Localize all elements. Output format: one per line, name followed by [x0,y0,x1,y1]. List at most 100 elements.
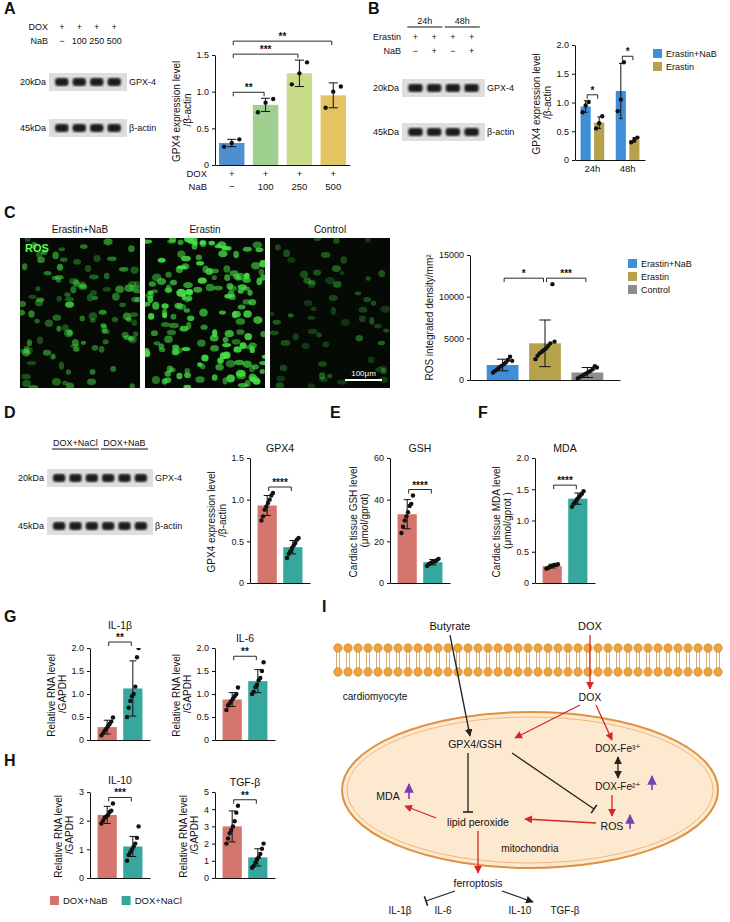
fluorescent-cell [65,302,74,308]
fluorescent-cell [69,278,79,285]
fluorescent-cell [195,376,204,383]
lipid-head [684,644,692,652]
fluorescent-cell [198,277,207,283]
scale-bar [345,379,382,381]
fluorescent-cell [206,284,215,291]
lipid-head [474,644,482,652]
fluorescent-cell [151,330,158,336]
axis-title: Relative RNA level /GAPDH [178,792,200,878]
panel-letter: B [368,0,380,17]
fluorescent-cell [90,369,96,375]
plot-marks [487,282,604,380]
fluorescent-cell [145,239,152,243]
lipid-tail [407,652,410,668]
tick-mark [212,694,215,695]
node-label: IL-1β [389,905,412,916]
fluorescent-cell [243,299,252,304]
fluorescent-cell [24,346,30,354]
data-point [622,60,626,64]
lipid-head [704,644,712,652]
fluorescent-cell [196,261,204,266]
row-label: Erastin [373,32,401,42]
fluorescent-cell [65,301,74,307]
tick: 24h [584,163,600,174]
significance-label: * [522,268,526,279]
legend-swatch [50,896,59,905]
blot-band [53,522,65,530]
lipid-head [624,668,632,676]
data-point [399,531,403,535]
tick-mark [387,500,390,501]
data-point [237,137,241,141]
tick: 1.0 [196,689,215,699]
data-point [597,121,601,125]
blot-band [102,522,114,530]
data-point [111,715,115,719]
fluorescent-cell [355,291,361,295]
group-label: 24h [417,16,432,26]
tick-label: 0 [79,735,84,745]
tick: 0 [564,155,575,165]
tick-label: 1.0 [516,516,529,526]
data-point [616,109,620,113]
fluorescent-cell [259,269,265,276]
lipid-tail [497,652,500,668]
data-point [234,810,238,814]
lipid-tail [617,652,620,668]
fluorescent-cell [197,362,202,367]
fluorescent-cell [51,354,56,360]
fluorescent-cell [369,317,374,325]
node-label: DOX [579,691,602,703]
fluorescent-cell [152,376,160,384]
mechanism-diagram: ButyrateDOXcardiomyocyteDOXGPX4/GSHDOX-F… [334,620,722,916]
tick: 0 [204,735,215,745]
row-item: + [469,32,474,42]
fluorescent-cell [327,374,332,379]
tick: 20 [374,537,390,547]
tick-label: 0 [524,578,529,588]
lipid-tail [687,652,690,668]
tick: 2.0 [556,40,575,50]
fluorescent-cell [283,249,290,257]
data-point [230,141,234,145]
fluorescent-cell [226,375,234,383]
node-label: lipid peroxide [447,816,509,828]
western-blot: 24h48hErastin++++NaB−+−+20kDaGPX-445kDaβ… [373,16,514,141]
axis-title: Relative RNA level /GAPDH [46,651,68,737]
data-point [267,497,271,501]
data-point [619,97,623,101]
significance-label: ** [245,82,253,93]
blot-band [86,474,98,482]
arrow [450,635,470,736]
lipid-head [664,668,672,676]
arrow [408,784,410,799]
bar [629,140,639,160]
group-line [407,27,442,28]
fluorescent-cell [213,286,223,291]
fluorescent-cell [99,346,105,353]
tick: 1.5 [516,485,535,495]
x-axis [391,583,451,584]
tick-label: 0 [459,375,464,385]
lipid-head [524,644,532,652]
fluorescent-cell [147,291,153,295]
fluorescent-cell [52,276,58,280]
fluorescent-cell [218,250,227,257]
axis-line [575,46,576,161]
significance-label: ** [279,31,287,42]
axis-line [536,583,596,584]
fluorescent-cell [238,304,246,309]
tick: 3 [204,822,215,832]
axis-line [470,256,471,381]
group-line [101,449,148,450]
row-item: − [450,46,455,56]
tick-label: 1.5 [196,666,209,676]
tick-label: 40 [374,495,384,505]
fluorescent-cell [212,374,218,380]
fluorescent-cell [243,360,252,368]
tick-mark [212,717,215,718]
tick-label: 3 [79,787,84,797]
fluorescent-cell [43,350,51,356]
fluorescent-cell [67,330,73,336]
data-point [136,824,140,828]
